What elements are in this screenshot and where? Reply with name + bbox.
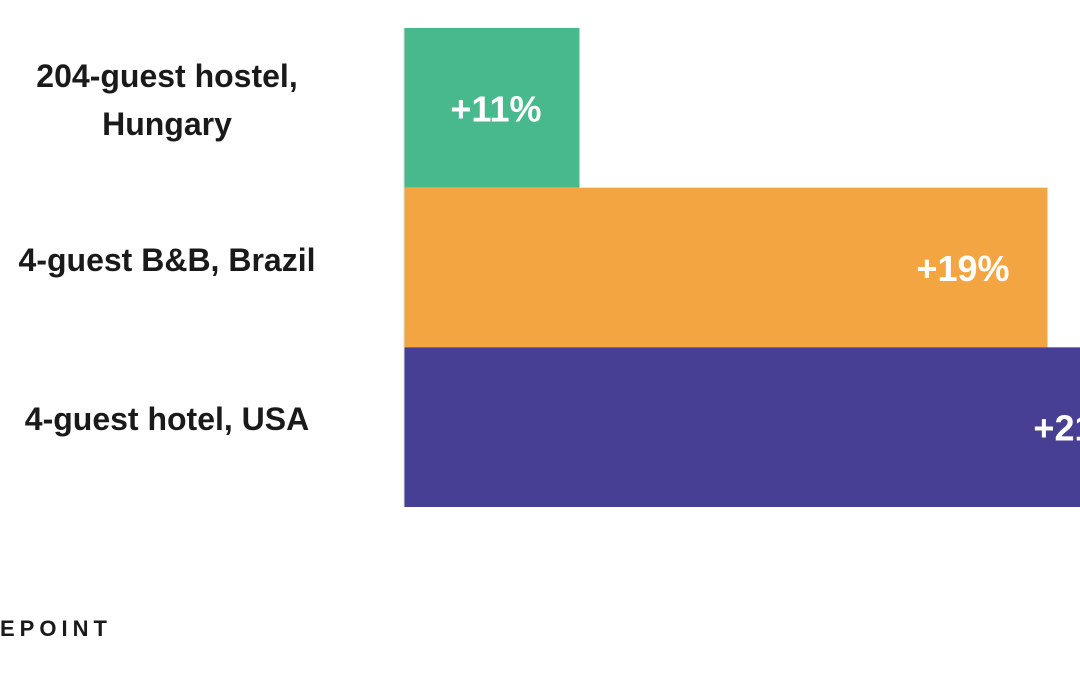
category-label: 204-guest hostel, Hungary: [36, 57, 298, 142]
value-label: +11%: [450, 88, 541, 129]
category-label: 4-guest B&B, Brazil: [18, 241, 316, 278]
bar: [404, 187, 1048, 348]
footer: EPOINT: [0, 616, 112, 641]
value-label: +21%: [1033, 408, 1080, 449]
bar: [404, 28, 580, 188]
value-label: +19%: [916, 248, 1009, 289]
category-label: 4-guest hotel, USA: [24, 401, 310, 438]
bar: [404, 347, 1080, 507]
